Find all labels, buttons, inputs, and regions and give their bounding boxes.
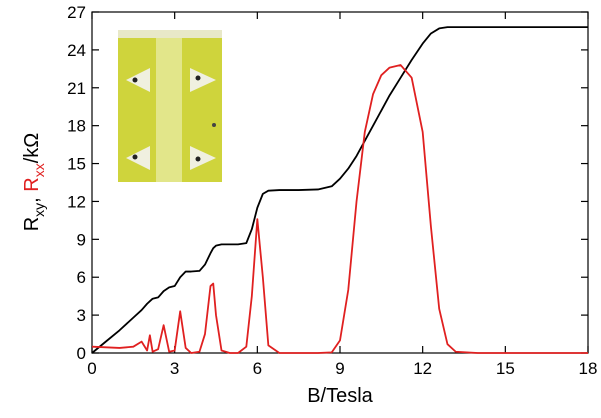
y-tick-label: 0: [77, 344, 86, 363]
x-tick-label: 18: [579, 359, 598, 378]
y-tick-label: 6: [77, 268, 86, 287]
y-tick-label: 21: [67, 79, 86, 98]
y-tick-label: 18: [67, 117, 86, 136]
y-tick-label: 3: [77, 306, 86, 325]
x-tick-label: 15: [496, 359, 515, 378]
y-label-part: /kΩ: [21, 133, 43, 164]
y-tick-label: 24: [67, 41, 86, 60]
x-tick-label: 9: [335, 359, 344, 378]
x-axis-label: B/Tesla: [307, 385, 373, 407]
x-tick-label: 6: [253, 359, 262, 378]
y-tick-label: 12: [67, 192, 86, 211]
series-line: [91, 26, 588, 354]
y-label-part: xy: [31, 203, 47, 217]
y-label-part: R: [21, 177, 43, 191]
x-tick-label: 0: [87, 359, 96, 378]
x-tick-label: 3: [170, 359, 179, 378]
y-label-part: R: [21, 217, 43, 231]
y-tick-label: 9: [77, 230, 86, 249]
y-tick-label: 27: [67, 3, 86, 22]
x-tick-label: 12: [413, 359, 432, 378]
inset-photo: [118, 30, 222, 182]
y-label-part: xx: [31, 163, 47, 177]
series-line: [91, 64, 588, 354]
y-tick-label: 15: [67, 155, 86, 174]
y-label-part: ,: [21, 192, 43, 203]
y-axis-label: Rxy, Rxx/kΩ: [21, 133, 47, 232]
